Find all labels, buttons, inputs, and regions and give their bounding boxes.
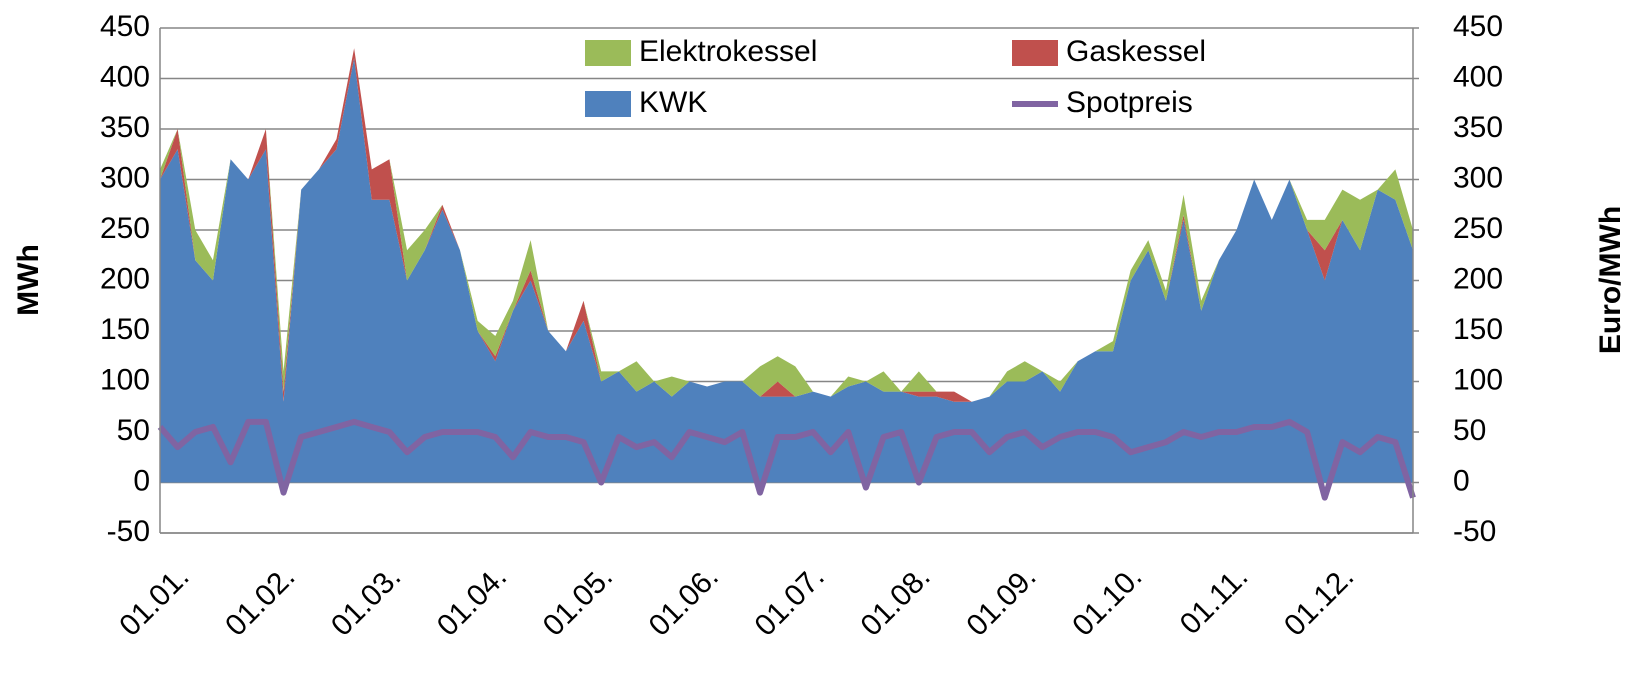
y-tick-label: -50 — [107, 515, 150, 548]
x-tick-label: 01.12. — [1278, 560, 1360, 642]
x-tick-label: 01.02. — [219, 560, 301, 642]
y-tick-label: 150 — [100, 313, 150, 346]
y-tick-label: 300 — [100, 161, 150, 194]
x-tick-label: 01.06. — [643, 560, 725, 642]
x-tick-label: 01.11. — [1174, 560, 1255, 641]
legend-label: Elektrokessel — [639, 35, 817, 68]
y2-tick-label: 300 — [1453, 161, 1503, 194]
y2-tick-label: 150 — [1453, 313, 1503, 346]
x-tick-label: 01.05. — [537, 560, 619, 642]
y2-tick-label: 400 — [1453, 60, 1503, 93]
x-tick-label: 01.04. — [431, 560, 513, 642]
y2-tick-label: 100 — [1453, 363, 1503, 396]
legend-swatch — [585, 40, 631, 66]
y2-tick-label: 50 — [1453, 414, 1486, 447]
legend-label: Gaskessel — [1066, 35, 1206, 68]
y2-tick-label: 450 — [1453, 10, 1503, 43]
legend-swatch — [585, 91, 631, 117]
y2-tick-label: 0 — [1453, 464, 1470, 497]
y2-tick-label: -50 — [1453, 515, 1496, 548]
x-tick-label: 01.07. — [749, 560, 831, 642]
area — [160, 58, 1413, 483]
y2-tick-label: 250 — [1453, 212, 1503, 245]
x-tick-label: 01.09. — [960, 560, 1042, 642]
legend-label: Spotpreis — [1066, 86, 1193, 119]
y-tick-label: 400 — [100, 60, 150, 93]
legend-swatch — [1012, 40, 1058, 66]
x-tick-label: 01.08. — [854, 560, 936, 642]
y-axis-title: MWh — [12, 244, 45, 316]
y-tick-label: 100 — [100, 363, 150, 396]
x-tick-label: 01.03. — [325, 560, 407, 642]
x-tick-label: 01.01. — [113, 560, 195, 642]
y-tick-label: 0 — [133, 464, 150, 497]
y2-tick-label: 350 — [1453, 111, 1503, 144]
area — [160, 48, 1413, 402]
y2-tick-label: 200 — [1453, 262, 1503, 295]
line — [157, 418, 1416, 501]
y-tick-label: 450 — [100, 10, 150, 43]
y2-axis-title: Euro/MWh — [1594, 206, 1627, 354]
y-tick-label: 250 — [100, 212, 150, 245]
legend-label: KWK — [639, 86, 707, 119]
y-tick-label: 50 — [117, 414, 150, 447]
x-tick-label: 01.10. — [1066, 560, 1148, 642]
y-tick-label: 200 — [100, 262, 150, 295]
y-tick-label: 350 — [100, 111, 150, 144]
